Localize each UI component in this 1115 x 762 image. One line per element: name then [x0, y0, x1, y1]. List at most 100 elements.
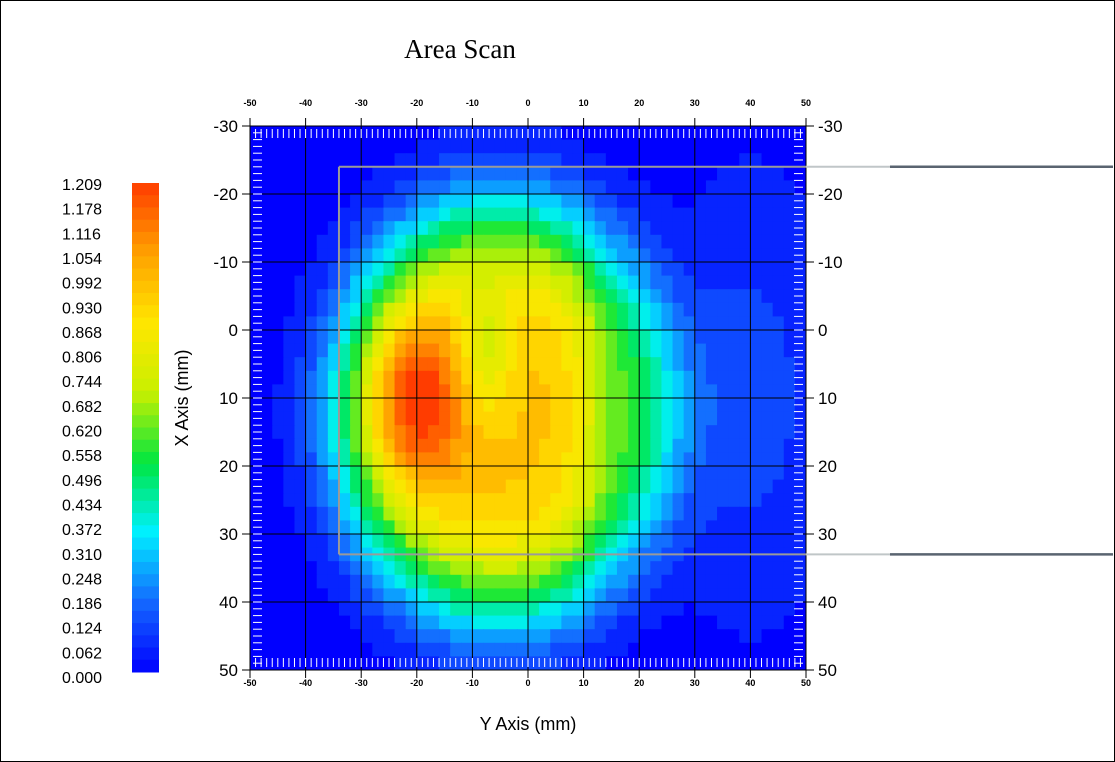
heatmap-cell	[361, 588, 373, 603]
heatmap-cell	[583, 166, 596, 181]
heatmap-cell	[583, 411, 596, 426]
heatmap-cell	[439, 520, 451, 535]
heatmap-cell	[439, 534, 451, 549]
heatmap-cell	[717, 425, 729, 440]
heatmap-cell	[561, 316, 574, 331]
heatmap-cell	[572, 275, 585, 290]
heatmap-cell	[261, 289, 273, 304]
colorbar-label: 0.310	[62, 547, 102, 564]
heatmap-cell	[539, 452, 551, 467]
heatmap-cell	[383, 207, 396, 222]
heatmap-cell	[350, 602, 362, 617]
heatmap-cell	[450, 194, 462, 209]
heatmap-cell	[739, 302, 751, 317]
heatmap-cell	[628, 166, 640, 181]
heatmap-cell	[316, 466, 329, 481]
heatmap-cell	[338, 615, 351, 630]
heatmap-cell	[594, 275, 607, 290]
heatmap-cell	[394, 411, 407, 426]
heatmap-cell	[416, 411, 429, 426]
heatmap-cell	[283, 411, 296, 426]
heatmap-cell	[405, 180, 418, 195]
heatmap-cell	[316, 166, 329, 181]
colorbar-segment	[132, 390, 159, 404]
heatmap-cell	[372, 357, 385, 372]
heatmap-cell	[272, 384, 284, 399]
heatmap-cell	[550, 561, 562, 576]
heatmap-cell	[450, 479, 462, 494]
heatmap-cell	[294, 411, 307, 426]
heatmap-cell	[372, 398, 385, 413]
heatmap-cell	[305, 370, 318, 385]
heatmap-cell	[494, 316, 507, 331]
heatmap-cell	[539, 615, 551, 630]
heatmap-cell	[305, 357, 318, 372]
heatmap-cell	[494, 180, 507, 195]
heatmap-cell	[739, 615, 751, 630]
heatmap-cell	[261, 207, 273, 222]
heatmap-cell	[405, 479, 418, 494]
heatmap-cell	[261, 343, 273, 358]
colorbar-segment	[132, 451, 159, 465]
heatmap-cell	[717, 438, 729, 453]
heatmap-cell	[383, 153, 396, 168]
heatmap-cell	[694, 411, 707, 426]
heatmap-cell	[761, 370, 774, 385]
heatmap-cell	[383, 194, 396, 209]
heatmap-cell	[772, 330, 785, 345]
colorbar-label: 0.186	[62, 596, 102, 613]
heatmap-cell	[605, 194, 618, 209]
heatmap-cell	[394, 425, 407, 440]
heatmap-cell	[383, 588, 396, 603]
heatmap-cell	[416, 194, 429, 209]
heatmap-cell	[661, 207, 674, 222]
heatmap-cell	[639, 262, 651, 277]
heatmap-cell	[327, 357, 340, 372]
heatmap-cell	[739, 602, 751, 617]
heatmap-cell	[694, 466, 707, 481]
heatmap-cell	[439, 466, 451, 481]
heatmap-cell	[372, 262, 385, 277]
heatmap-cell	[661, 642, 674, 657]
heatmap-cell	[583, 207, 596, 222]
heatmap-cell	[283, 398, 296, 413]
heatmap-cell	[272, 343, 284, 358]
heatmap-cell	[416, 289, 429, 304]
heatmap-cell	[539, 330, 551, 345]
heatmap-cell	[750, 629, 763, 644]
heatmap-cell	[416, 139, 429, 154]
heatmap-cell	[561, 139, 574, 154]
heatmap-cell	[561, 411, 574, 426]
heatmap-cell	[327, 438, 340, 453]
heatmap-cell	[583, 466, 596, 481]
heatmap-cell	[728, 343, 740, 358]
heatmap-cell	[494, 262, 507, 277]
heatmap-cell	[383, 166, 396, 181]
heatmap-cell	[639, 425, 651, 440]
heatmap-cell	[439, 357, 451, 372]
heatmap-cell	[572, 207, 585, 222]
heatmap-cell	[616, 534, 629, 549]
heatmap-cell	[361, 398, 373, 413]
heatmap-cell	[728, 398, 740, 413]
heatmap-cell	[427, 275, 440, 290]
heatmap-cell	[639, 289, 651, 304]
heatmap-cell	[594, 642, 607, 657]
heatmap-cell	[783, 438, 796, 453]
heatmap-cell	[772, 221, 785, 236]
heatmap-cell	[461, 438, 473, 453]
heatmap-cell	[427, 561, 440, 576]
heatmap-cell	[683, 262, 696, 277]
heatmap-cell	[572, 452, 585, 467]
heatmap-cell	[261, 262, 273, 277]
heatmap-cell	[294, 262, 307, 277]
heatmap-cell	[650, 234, 663, 249]
heatmap-cell	[705, 194, 718, 209]
heatmap-cell	[628, 506, 640, 521]
heatmap-cell	[516, 139, 529, 154]
heatmap-cell	[461, 180, 473, 195]
heatmap-cell	[327, 561, 340, 576]
heatmap-cell	[561, 534, 574, 549]
colorbar-segment	[132, 305, 159, 318]
heatmap-cell	[539, 357, 551, 372]
